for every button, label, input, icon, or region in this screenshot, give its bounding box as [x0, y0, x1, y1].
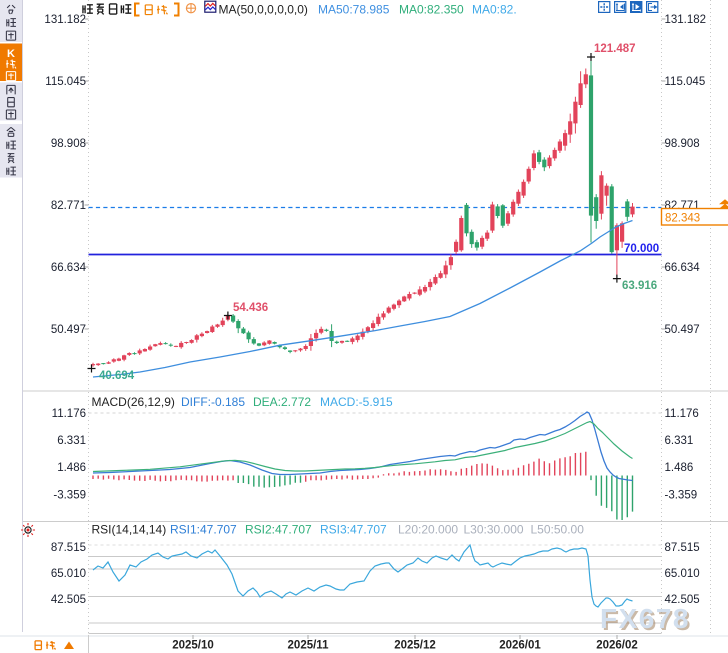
- svg-text:2025/10: 2025/10: [172, 640, 214, 652]
- svg-text:115.045: 115.045: [45, 76, 86, 88]
- svg-text:6.331: 6.331: [57, 435, 86, 447]
- svg-text:65.010: 65.010: [51, 568, 86, 580]
- svg-text:98.908: 98.908: [665, 138, 700, 150]
- svg-text:1.486: 1.486: [665, 462, 694, 474]
- svg-text:2025/12: 2025/12: [394, 640, 436, 652]
- svg-text:FX678: FX678: [602, 605, 692, 636]
- svg-text:2026/01: 2026/01: [499, 640, 541, 652]
- svg-text:MA0:82.350: MA0:82.350: [399, 3, 464, 17]
- svg-text:66.634: 66.634: [665, 262, 701, 274]
- svg-text:2025/11: 2025/11: [288, 640, 330, 652]
- svg-text:11.176: 11.176: [665, 408, 699, 420]
- svg-text:L30:30.000: L30:30.000: [464, 523, 524, 537]
- svg-text:131.182: 131.182: [44, 14, 86, 26]
- svg-text:87.515: 87.515: [665, 542, 700, 554]
- svg-text:6.331: 6.331: [665, 435, 694, 447]
- svg-text:42.505: 42.505: [665, 594, 700, 606]
- svg-text:63.916: 63.916: [622, 280, 657, 292]
- svg-text:RSI2:47.707: RSI2:47.707: [245, 523, 312, 537]
- svg-text:MA(50,0,0,0,0,0): MA(50,0,0,0,0,0): [219, 3, 308, 17]
- svg-text:1.486: 1.486: [57, 462, 86, 474]
- svg-text:RSI1:47.707: RSI1:47.707: [170, 523, 237, 537]
- svg-text:50.497: 50.497: [51, 324, 86, 336]
- svg-text:DEA:2.772: DEA:2.772: [253, 395, 311, 409]
- svg-text:L20:20.000: L20:20.000: [398, 523, 458, 537]
- svg-text:DIFF:-0.185: DIFF:-0.185: [181, 395, 245, 409]
- svg-text:FX678: FX678: [600, 603, 690, 634]
- svg-text:131.182: 131.182: [665, 14, 707, 26]
- svg-text:-3.359: -3.359: [665, 489, 698, 501]
- svg-text:RSI3:47.707: RSI3:47.707: [320, 523, 387, 537]
- svg-text:115.045: 115.045: [665, 76, 706, 88]
- svg-text:50.497: 50.497: [665, 324, 700, 336]
- svg-text:11.176: 11.176: [52, 408, 86, 420]
- svg-text:54.436: 54.436: [233, 302, 268, 314]
- svg-text:98.908: 98.908: [51, 138, 86, 150]
- svg-text:42.505: 42.505: [51, 594, 86, 606]
- svg-text:MA0:82.: MA0:82.: [472, 3, 517, 17]
- svg-text:82.343: 82.343: [665, 213, 700, 225]
- svg-text:RSI(14,14,14): RSI(14,14,14): [92, 523, 167, 537]
- svg-text:40.694: 40.694: [99, 370, 135, 382]
- svg-text:MACD(26,12,9): MACD(26,12,9): [92, 395, 175, 409]
- svg-text:K: K: [7, 48, 15, 60]
- svg-text:65.010: 65.010: [665, 568, 700, 580]
- svg-text:MACD:-5.915: MACD:-5.915: [320, 395, 393, 409]
- svg-text:2026/02: 2026/02: [596, 640, 638, 652]
- svg-text:66.634: 66.634: [51, 262, 87, 274]
- svg-text:70.000: 70.000: [624, 243, 659, 255]
- svg-text:-3.359: -3.359: [53, 489, 86, 501]
- svg-text:87.515: 87.515: [51, 542, 86, 554]
- svg-text:MA50:78.985: MA50:78.985: [318, 3, 390, 17]
- svg-text:82.771: 82.771: [51, 200, 86, 212]
- svg-text:121.487: 121.487: [594, 43, 636, 55]
- svg-text:L50:50.00: L50:50.00: [531, 523, 585, 537]
